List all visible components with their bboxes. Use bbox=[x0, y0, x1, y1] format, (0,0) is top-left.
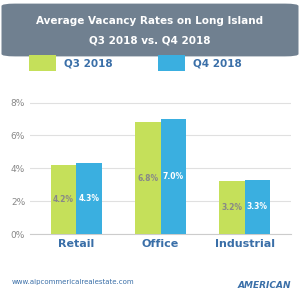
Text: Average Vacancy Rates on Long Island: Average Vacancy Rates on Long Island bbox=[36, 16, 264, 26]
Bar bbox=[245, 180, 270, 234]
Text: 3.3%: 3.3% bbox=[247, 202, 268, 211]
Text: Q3 2018: Q3 2018 bbox=[64, 58, 112, 68]
Text: 4.2%: 4.2% bbox=[53, 195, 74, 204]
Bar bbox=[135, 122, 161, 234]
Text: Q3 2018 vs. Q4 2018: Q3 2018 vs. Q4 2018 bbox=[89, 36, 211, 46]
Bar bbox=[160, 119, 186, 234]
Text: Q4 2018: Q4 2018 bbox=[193, 58, 242, 68]
Text: 4.3%: 4.3% bbox=[78, 194, 99, 203]
Text: 3.2%: 3.2% bbox=[222, 203, 243, 212]
Text: 7.0%: 7.0% bbox=[163, 172, 184, 181]
FancyBboxPatch shape bbox=[2, 4, 298, 56]
Text: www.aipcommericalrealestate.com: www.aipcommericalrealestate.com bbox=[12, 279, 135, 285]
Text: 6.8%: 6.8% bbox=[137, 174, 158, 183]
Bar bbox=[219, 182, 245, 234]
Text: AMERICAN: AMERICAN bbox=[238, 280, 291, 290]
Bar bbox=[51, 165, 76, 234]
Bar bbox=[28, 55, 56, 71]
Bar bbox=[76, 164, 102, 234]
Bar bbox=[158, 55, 185, 71]
